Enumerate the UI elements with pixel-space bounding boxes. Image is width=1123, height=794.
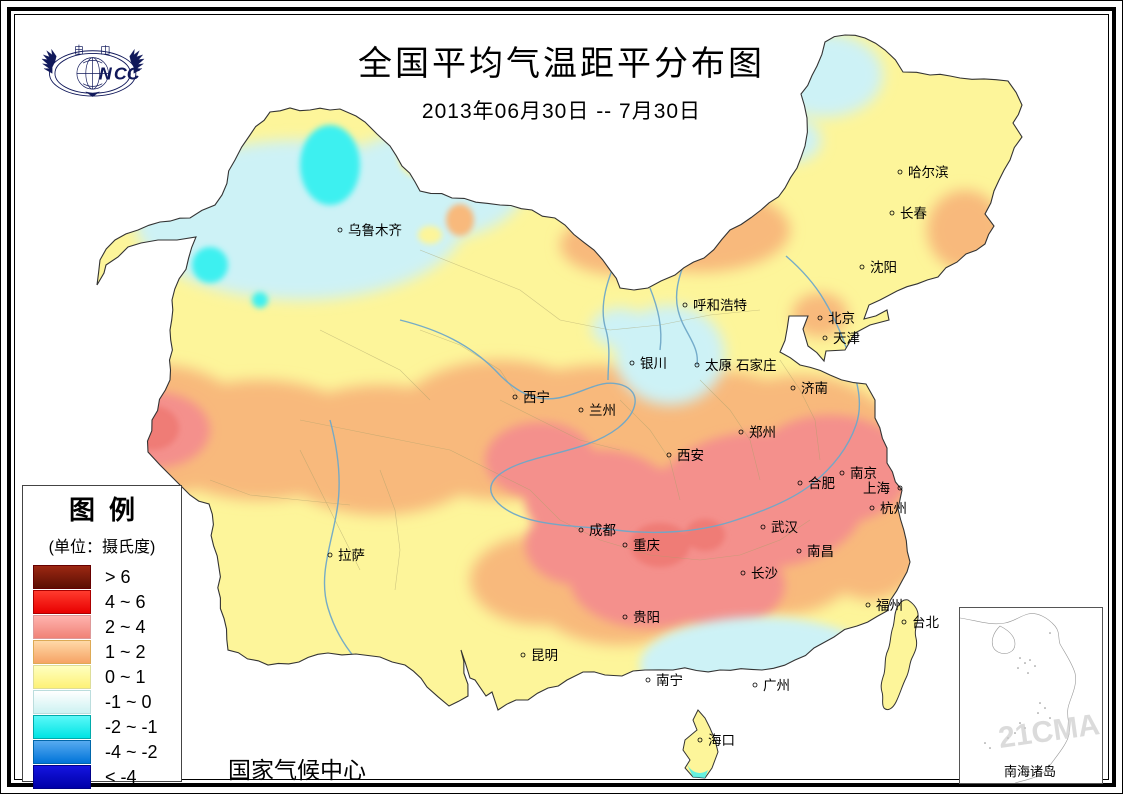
svg-text:成都: 成都: [589, 523, 616, 538]
svg-text:贵阳: 贵阳: [633, 610, 660, 625]
svg-text:银川: 银川: [640, 356, 667, 371]
svg-text:武汉: 武汉: [771, 520, 799, 535]
svg-text:海口: 海口: [708, 733, 735, 748]
svg-text:郑州: 郑州: [749, 425, 776, 440]
svg-text:上海: 上海: [863, 481, 890, 496]
svg-text:西宁: 西宁: [523, 389, 550, 405]
svg-text:台北: 台北: [912, 615, 940, 630]
svg-text:哈尔滨: 哈尔滨: [908, 165, 949, 180]
svg-text:拉萨: 拉萨: [338, 548, 365, 563]
svg-text:沈阳: 沈阳: [870, 260, 897, 275]
svg-text:南宁: 南宁: [656, 672, 683, 688]
svg-text:西安: 西安: [677, 448, 704, 463]
svg-text:北京: 北京: [828, 311, 855, 326]
svg-text:太原: 太原: [705, 358, 732, 373]
svg-text:石家庄: 石家庄: [736, 357, 777, 373]
svg-text:呼和浩特: 呼和浩特: [693, 298, 747, 313]
svg-text:合肥: 合肥: [808, 476, 835, 491]
svg-text:杭州: 杭州: [880, 501, 907, 516]
svg-text:南海诸岛: 南海诸岛: [1004, 764, 1056, 779]
svg-text:天津: 天津: [833, 331, 860, 346]
svg-text:21CMA: 21CMA: [996, 708, 1101, 755]
svg-text:济南: 济南: [801, 381, 828, 396]
svg-text:南京: 南京: [850, 466, 877, 481]
svg-text:昆明: 昆明: [531, 648, 558, 663]
svg-text:福州: 福州: [876, 598, 903, 613]
svg-text:乌鲁木齐: 乌鲁木齐: [348, 223, 402, 238]
svg-text:重庆: 重庆: [633, 538, 660, 553]
svg-text:长春: 长春: [900, 206, 928, 221]
svg-text:兰州: 兰州: [589, 403, 616, 418]
svg-text:广州: 广州: [763, 678, 790, 693]
svg-text:南昌: 南昌: [807, 544, 834, 559]
svg-text:长沙: 长沙: [751, 566, 778, 581]
